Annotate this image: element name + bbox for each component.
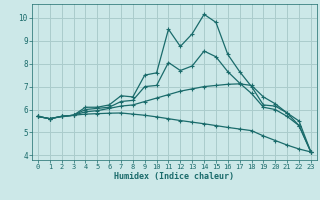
X-axis label: Humidex (Indice chaleur): Humidex (Indice chaleur) xyxy=(115,172,234,181)
